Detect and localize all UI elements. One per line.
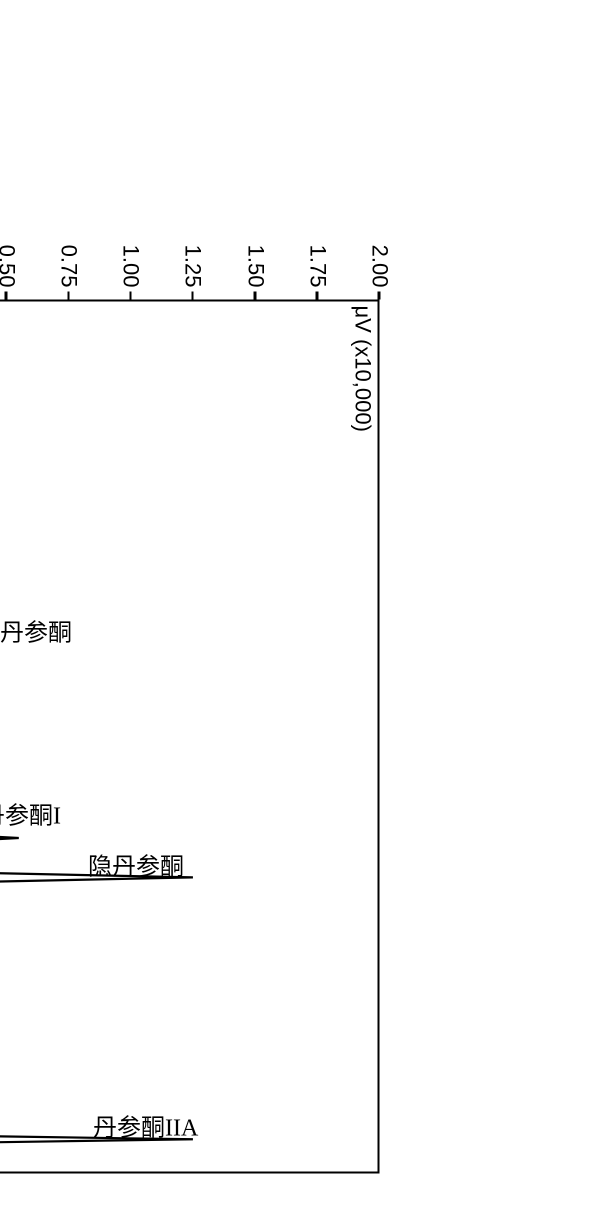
y-tick-label: 2.00 — [367, 230, 393, 288]
y-tick — [316, 292, 319, 300]
trace-line — [0, 300, 193, 1170]
y-tick — [254, 292, 257, 300]
peak-label: 隐丹参酮 — [88, 847, 184, 882]
y-tick — [191, 292, 194, 300]
chromatogram-trace — [0, 205, 388, 1205]
y-tick-label: 1.25 — [180, 230, 206, 288]
rotated-container: μV (x10,000) min 2.001.751.501.251.000.7… — [0, 409, 591, 1000]
peak-label: 二氢丹参酮 — [0, 613, 72, 648]
y-tick-label: 1.50 — [242, 230, 268, 288]
y-tick — [67, 292, 70, 300]
chromatogram-chart: μV (x10,000) min 2.001.751.501.251.000.7… — [0, 205, 388, 1205]
peak-label: 丹参酮IIA — [93, 1107, 198, 1142]
y-tick-label: 0.50 — [0, 230, 19, 288]
peak-label: 丹参酮I — [0, 796, 61, 831]
y-tick — [378, 292, 381, 300]
y-tick-label: 1.75 — [304, 230, 330, 288]
y-tick — [5, 292, 8, 300]
y-tick — [129, 292, 132, 300]
y-tick-label: 1.00 — [118, 230, 144, 288]
y-tick-label: 0.75 — [56, 230, 82, 288]
